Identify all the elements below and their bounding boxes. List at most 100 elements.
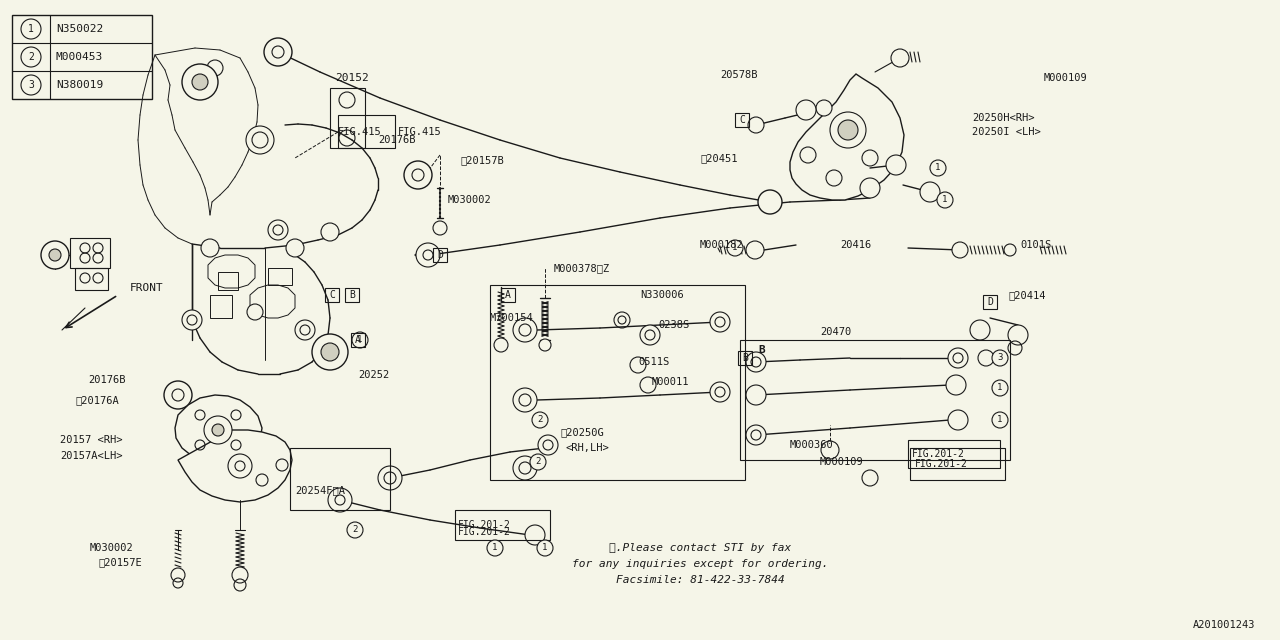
Text: 1: 1 <box>357 335 362 344</box>
Bar <box>70 238 110 268</box>
Text: FRONT: FRONT <box>131 283 164 293</box>
Bar <box>735 113 749 127</box>
Circle shape <box>264 38 292 66</box>
Circle shape <box>246 126 274 154</box>
Circle shape <box>525 525 545 545</box>
Text: C: C <box>329 290 335 300</box>
Circle shape <box>20 47 41 67</box>
Text: 2: 2 <box>538 415 543 424</box>
Bar <box>983 295 997 309</box>
Circle shape <box>416 243 440 267</box>
Circle shape <box>247 304 262 320</box>
Bar <box>740 340 1010 460</box>
Bar <box>210 295 232 318</box>
Circle shape <box>41 241 69 269</box>
Bar <box>454 510 550 540</box>
Text: 1: 1 <box>493 543 498 552</box>
Circle shape <box>758 190 782 214</box>
Circle shape <box>826 170 842 186</box>
Circle shape <box>532 412 548 428</box>
Circle shape <box>838 120 858 140</box>
Circle shape <box>232 567 248 583</box>
Text: FIG.415: FIG.415 <box>338 127 381 137</box>
Circle shape <box>294 320 315 340</box>
Polygon shape <box>790 74 904 200</box>
Circle shape <box>539 339 550 351</box>
Text: FIG.201-2: FIG.201-2 <box>915 459 968 469</box>
Text: 1: 1 <box>997 415 1002 424</box>
Circle shape <box>796 100 817 120</box>
Bar <box>739 351 753 365</box>
Text: M000360: M000360 <box>790 440 833 450</box>
Bar <box>500 288 515 302</box>
Text: 0511S: 0511S <box>637 357 669 367</box>
Text: for any inquiries except for ordering.: for any inquiries except for ordering. <box>572 559 828 569</box>
Text: 20250H<RH>: 20250H<RH> <box>972 113 1034 123</box>
Circle shape <box>273 225 283 235</box>
Circle shape <box>746 385 765 405</box>
Circle shape <box>182 310 202 330</box>
Bar <box>908 440 1000 468</box>
Bar <box>218 272 238 290</box>
Circle shape <box>187 315 197 325</box>
Text: 2: 2 <box>28 52 35 62</box>
Circle shape <box>201 239 219 257</box>
Text: 1: 1 <box>936 163 941 173</box>
Text: 0238S: 0238S <box>658 320 689 330</box>
Circle shape <box>328 488 352 512</box>
Circle shape <box>172 568 186 582</box>
Circle shape <box>829 112 867 148</box>
Text: FIG.201-2: FIG.201-2 <box>458 527 511 537</box>
Circle shape <box>433 221 447 235</box>
Circle shape <box>640 325 660 345</box>
Circle shape <box>486 540 503 556</box>
Circle shape <box>538 540 553 556</box>
Circle shape <box>188 70 212 94</box>
Circle shape <box>1009 325 1028 345</box>
Text: 1: 1 <box>732 243 737 253</box>
Circle shape <box>992 412 1009 428</box>
Text: M000378※Z: M000378※Z <box>554 263 611 273</box>
Text: 1: 1 <box>942 195 947 205</box>
Text: 1: 1 <box>543 543 548 552</box>
Circle shape <box>640 377 657 393</box>
Text: 20152: 20152 <box>335 73 369 83</box>
Text: 20578B: 20578B <box>719 70 758 80</box>
Text: 2: 2 <box>352 525 357 534</box>
Circle shape <box>49 249 61 261</box>
Text: B: B <box>758 345 764 355</box>
Circle shape <box>891 49 909 67</box>
Bar <box>346 288 358 302</box>
Bar <box>325 288 339 302</box>
Text: 3: 3 <box>997 353 1002 362</box>
Circle shape <box>937 192 954 208</box>
Circle shape <box>347 522 364 538</box>
Circle shape <box>321 343 339 361</box>
Text: M000109: M000109 <box>1044 73 1088 83</box>
Circle shape <box>538 435 558 455</box>
Text: D: D <box>987 297 993 307</box>
Circle shape <box>268 220 288 240</box>
Circle shape <box>886 155 906 175</box>
Text: 20157A<LH>: 20157A<LH> <box>60 451 123 461</box>
Circle shape <box>861 150 878 166</box>
Circle shape <box>494 338 508 352</box>
Circle shape <box>920 182 940 202</box>
Polygon shape <box>175 395 262 464</box>
Circle shape <box>285 239 305 257</box>
Text: 20176B: 20176B <box>378 135 416 145</box>
Text: ※.Please contact STI by fax: ※.Please contact STI by fax <box>609 543 791 553</box>
Circle shape <box>20 75 41 95</box>
Circle shape <box>800 147 817 163</box>
Circle shape <box>710 382 730 402</box>
Text: M000109: M000109 <box>820 457 864 467</box>
Text: 0101S: 0101S <box>1020 240 1051 250</box>
Circle shape <box>530 454 547 470</box>
Bar <box>291 448 390 510</box>
Text: 1: 1 <box>997 383 1002 392</box>
Text: M030002: M030002 <box>90 543 133 553</box>
Circle shape <box>992 350 1009 366</box>
Bar <box>12 15 152 99</box>
Circle shape <box>300 325 310 335</box>
Text: M000182: M000182 <box>700 240 744 250</box>
